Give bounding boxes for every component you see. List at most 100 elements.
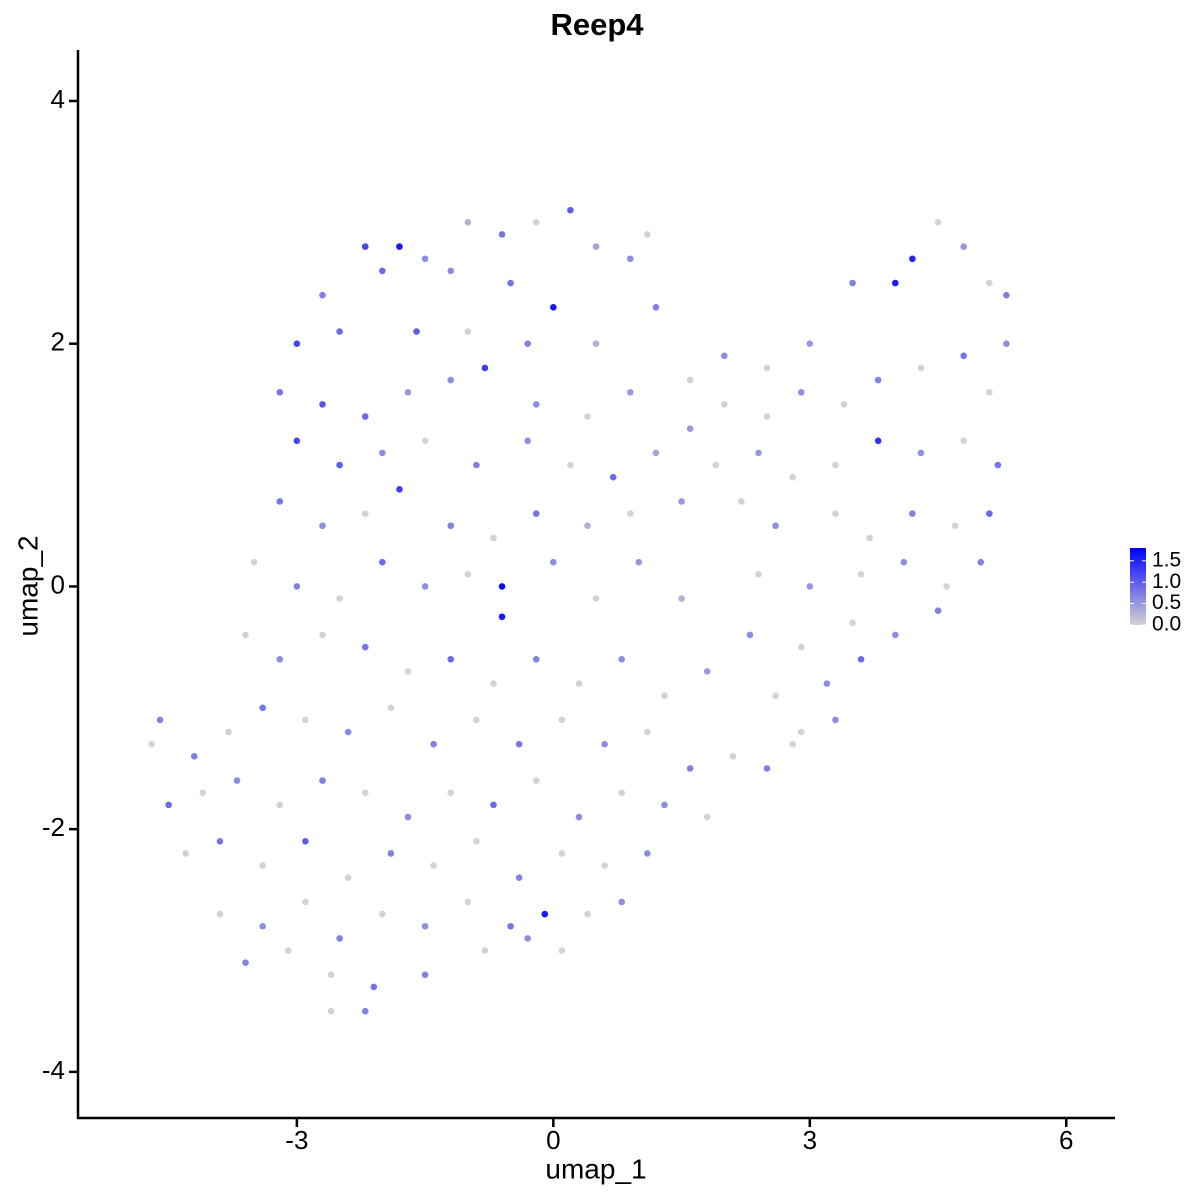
cell-point [336, 461, 343, 469]
color-bar [1130, 548, 1146, 625]
cell-point [541, 910, 549, 918]
cell-point [285, 947, 292, 954]
color-tick-label: 0.0 [1152, 613, 1181, 636]
cell-point [592, 595, 600, 602]
color-tick-label: 0.5 [1152, 591, 1181, 614]
cell-point [302, 898, 309, 906]
cell-point [960, 437, 967, 445]
cell-point [772, 692, 779, 699]
cell-point [960, 243, 967, 250]
cell-point [447, 789, 455, 797]
cell-point [302, 837, 309, 845]
cell-point [404, 668, 412, 675]
cell-point [909, 255, 916, 263]
cell-point [797, 388, 805, 396]
cell-point [319, 401, 326, 408]
cell-point [361, 643, 369, 651]
cell-point [644, 231, 651, 238]
points [148, 206, 1010, 1015]
cell-point [464, 570, 472, 578]
cell-point [567, 206, 574, 214]
cell-point [447, 267, 455, 275]
cell-point [909, 510, 916, 517]
cell-point [430, 740, 437, 748]
cell-point [763, 413, 771, 420]
cell-point [447, 655, 455, 663]
cell-point [532, 777, 540, 784]
cell-point [293, 437, 301, 445]
cell-point [601, 740, 608, 748]
cell-point [584, 413, 591, 420]
cell-point [772, 522, 779, 530]
y-tick-label: 4 [51, 84, 65, 114]
cell-point [644, 728, 651, 736]
cell-point [387, 704, 395, 712]
cell-point [421, 971, 429, 979]
cell-point [626, 388, 634, 396]
cell-point [644, 850, 651, 857]
cell-point [686, 425, 694, 432]
cell-point [900, 558, 908, 566]
cell-point [575, 813, 583, 821]
cell-point [575, 680, 583, 687]
x-tick-label: 3 [803, 1125, 817, 1155]
cell-point [216, 837, 224, 845]
cell-point [934, 607, 942, 614]
cell-point [336, 935, 343, 942]
cell-point [738, 498, 745, 505]
cell-point [370, 983, 378, 991]
cell-point [473, 461, 480, 469]
cell-point [336, 328, 343, 335]
cell-point [361, 243, 369, 250]
cell-point [361, 1007, 369, 1015]
cell-point [447, 522, 455, 530]
cell-point [866, 534, 873, 542]
cell-point [584, 910, 591, 918]
cell-point [763, 765, 771, 772]
cell-point [473, 716, 480, 724]
cell-point [404, 388, 412, 396]
cell-point [986, 388, 993, 396]
cell-point [532, 655, 540, 663]
cell-point [490, 680, 497, 687]
cell-point [532, 219, 540, 226]
cell-point [379, 267, 386, 275]
cell-point [242, 959, 249, 966]
cell-point [592, 243, 600, 250]
cell-point [763, 364, 771, 372]
cell-point [421, 583, 429, 590]
cell-point [917, 449, 925, 457]
cell-point [550, 303, 557, 311]
cell-point [344, 728, 352, 736]
cell-point [293, 340, 301, 348]
cell-point [797, 643, 805, 651]
cell-point [550, 558, 557, 566]
cell-point [618, 898, 626, 906]
cell-point [746, 631, 754, 639]
x-tick-label: -3 [285, 1125, 308, 1155]
cell-point [874, 376, 882, 384]
cell-point [729, 753, 737, 760]
cell-point [524, 437, 531, 445]
cell-point [507, 922, 514, 930]
cell-point [977, 558, 985, 566]
cell-point [789, 740, 797, 748]
cell-point [891, 279, 899, 287]
cell-point [678, 498, 685, 505]
cell-point [515, 740, 523, 748]
cell-point [994, 461, 1002, 469]
cell-point [857, 570, 865, 578]
cell-point [361, 510, 369, 517]
cell-point [319, 631, 326, 639]
cell-point [421, 922, 429, 930]
cell-point [464, 898, 472, 906]
cell-point [618, 789, 626, 797]
x-tick-label: 6 [1059, 1125, 1073, 1155]
cell-point [721, 401, 728, 408]
cell-point [276, 655, 284, 663]
cell-point [686, 765, 694, 772]
cell-point [336, 595, 343, 602]
cell-point [806, 340, 814, 348]
cell-point [361, 789, 369, 797]
